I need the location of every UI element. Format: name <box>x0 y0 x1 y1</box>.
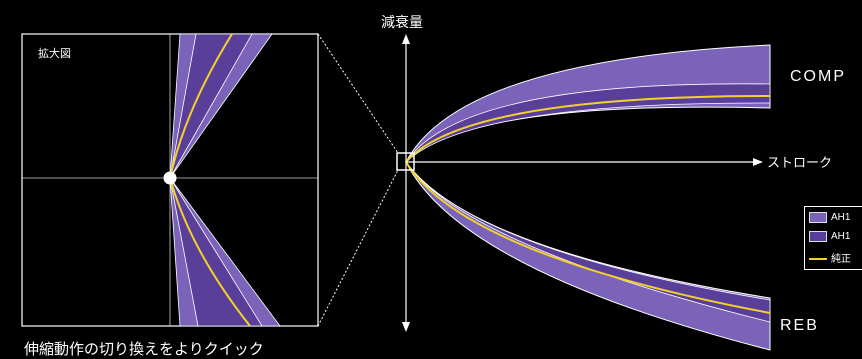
zoom-comp-stock-line <box>169 34 233 179</box>
zoom-connector-bottom <box>317 169 399 327</box>
comp-label: COMP <box>790 68 846 85</box>
vertical-axis-label: 減衰量 <box>381 14 423 30</box>
caption-text: 伸縮動作の切り換えをよりクイック <box>24 341 264 358</box>
vertical-axis-arrow-down <box>402 322 410 332</box>
legend-label: AH1 <box>831 231 851 243</box>
vertical-axis-arrow-up <box>402 34 410 44</box>
reb-stock-line <box>405 161 771 314</box>
reb-band-outer <box>405 161 771 351</box>
reb-label: REB <box>780 317 819 334</box>
zoom-reb-band-inner <box>169 177 263 326</box>
comp-stock-line <box>405 95 771 163</box>
legend-item: AH1 <box>809 231 850 242</box>
reb-band-inner <box>405 161 771 323</box>
comp-band-inner <box>405 83 771 163</box>
zoom-origin-dot <box>163 171 177 185</box>
legend-swatch <box>809 231 827 242</box>
zoom-source-box <box>396 152 415 171</box>
horizontal-axis-arrow <box>753 158 763 166</box>
legend-item: 純正 <box>809 250 851 265</box>
legend-label: AH1 <box>831 212 851 224</box>
zoom-reb-stock-line <box>169 177 251 326</box>
zoom-panel-title: 拡大図 <box>38 48 71 60</box>
legend-line-swatch <box>809 258 827 261</box>
zoom-connector-top <box>317 33 399 154</box>
zoom-comp-band-inner <box>169 34 253 179</box>
horizontal-axis-label: ストローク <box>767 155 833 170</box>
damping-diagram <box>21 33 771 351</box>
legend: AH1 AH1 純正 <box>804 206 862 270</box>
legend-item: AH1 <box>809 212 850 223</box>
legend-swatch <box>809 212 827 223</box>
legend-label: 純正 <box>831 254 851 265</box>
